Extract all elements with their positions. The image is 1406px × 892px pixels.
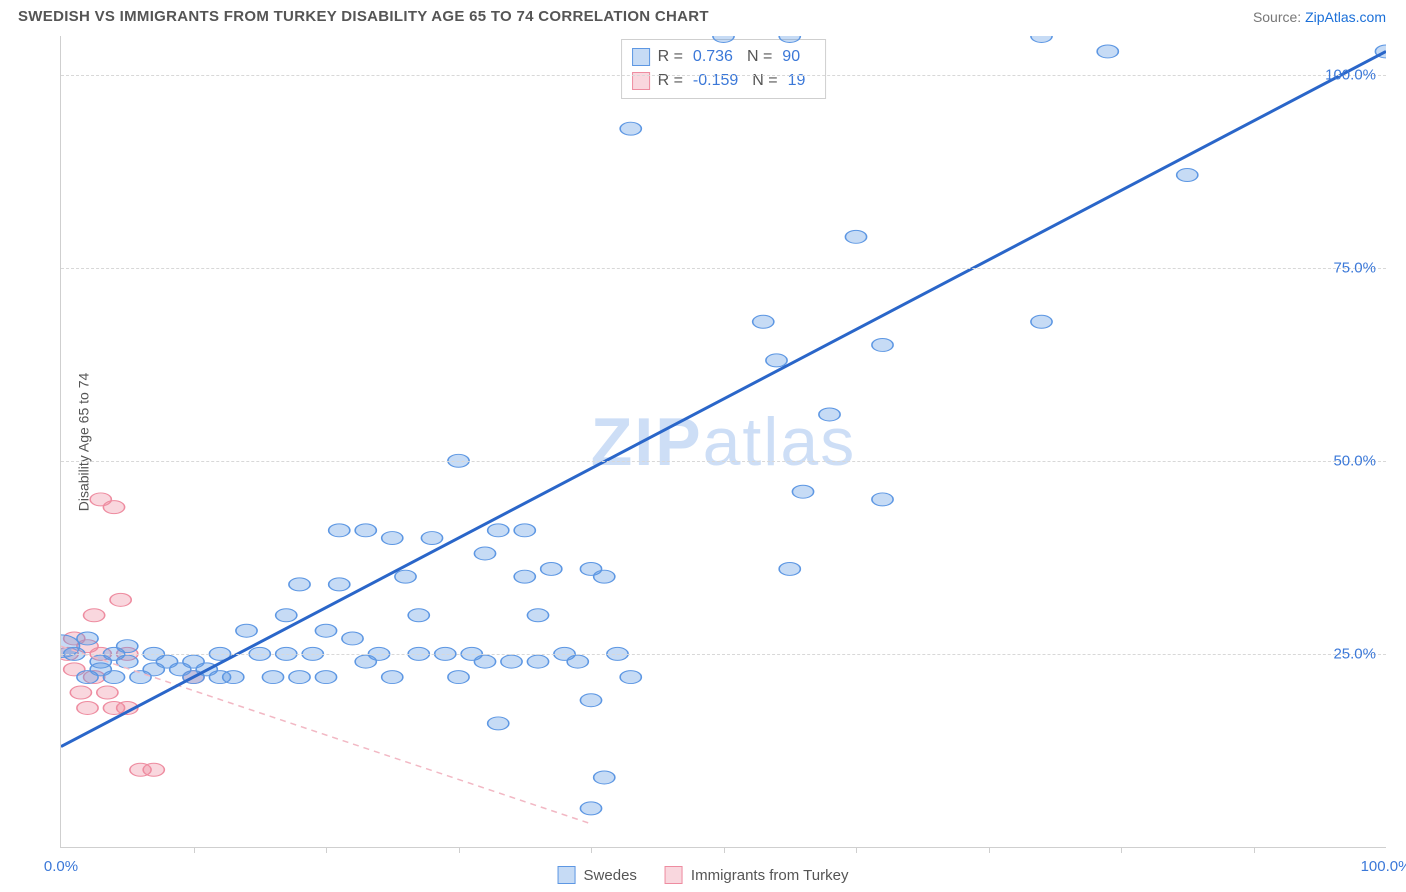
swedes-point [276, 609, 297, 622]
y-tick-label: 50.0% [1333, 452, 1376, 469]
swedes-point [713, 36, 734, 42]
swedes-point [289, 578, 310, 591]
gridline [61, 461, 1386, 462]
swedes-point [77, 632, 98, 645]
swedes-point [1031, 36, 1052, 42]
legend-label: Immigrants from Turkey [691, 867, 849, 884]
x-tick-mark [194, 847, 195, 853]
turkey-point [77, 701, 98, 714]
turkey-point [97, 686, 118, 699]
swedes-point [594, 570, 615, 583]
swedes-point [329, 524, 350, 537]
gridline [61, 268, 1386, 269]
swedes-point [408, 609, 429, 622]
swedes-point [527, 655, 548, 668]
scatter-plot: ZIPatlas R =0.736N =90R =-0.159N =19 25.… [60, 36, 1386, 848]
swedes-point [355, 524, 376, 537]
series-legend: Swedes Immigrants from Turkey [558, 866, 849, 884]
swedes-point [117, 655, 138, 668]
swedes-point [117, 640, 138, 653]
swedes-point [872, 338, 893, 351]
legend-item: Immigrants from Turkey [665, 866, 849, 884]
turkey-point [84, 609, 105, 622]
x-tick-mark [459, 847, 460, 853]
x-tick-label: 100.0% [1361, 858, 1406, 875]
swedes-point [488, 717, 509, 730]
plot-svg [61, 36, 1386, 847]
turkey-point [110, 593, 131, 606]
gridline [61, 75, 1386, 76]
y-tick-label: 25.0% [1333, 645, 1376, 662]
swedes-point [792, 485, 813, 498]
swedes-point [567, 655, 588, 668]
swedes-point [620, 122, 641, 135]
swedes-point [474, 547, 495, 560]
swedes-point [315, 671, 336, 684]
swedes-point [580, 802, 601, 815]
swedes-point [845, 230, 866, 243]
gridline [61, 654, 1386, 655]
source-attribution: Source: ZipAtlas.com [1253, 9, 1386, 25]
swedes-point [382, 532, 403, 545]
swedes-point [594, 771, 615, 784]
swedes-point [541, 562, 562, 575]
turkey-point [70, 686, 91, 699]
swedes-point [501, 655, 522, 668]
swedes-point [779, 562, 800, 575]
legend-swatch [665, 866, 683, 884]
swedes-point [315, 624, 336, 637]
swedes-point [753, 315, 774, 328]
swedes-point [580, 694, 601, 707]
swedes-point [223, 671, 244, 684]
swedes-point [103, 671, 124, 684]
x-tick-mark [591, 847, 592, 853]
swedes-point [382, 671, 403, 684]
swedes-point [289, 671, 310, 684]
turkey-point [143, 763, 164, 776]
x-tick-mark [989, 847, 990, 853]
swedes-point [329, 578, 350, 591]
swedes-point [766, 354, 787, 367]
swedes-point [1177, 169, 1198, 182]
legend-item: Swedes [558, 866, 637, 884]
swedes-point [1031, 315, 1052, 328]
swedes-point [421, 532, 442, 545]
swedes-point [262, 671, 283, 684]
swedes-point [514, 524, 535, 537]
y-tick-label: 75.0% [1333, 259, 1376, 276]
swedes-point [448, 671, 469, 684]
swedes-point [488, 524, 509, 537]
y-tick-label: 100.0% [1325, 66, 1376, 83]
swedes-point [872, 493, 893, 506]
x-tick-label: 0.0% [44, 858, 78, 875]
swedes-point [620, 671, 641, 684]
source-prefix: Source: [1253, 9, 1305, 25]
turkey-point [103, 501, 124, 514]
x-tick-mark [724, 847, 725, 853]
x-tick-mark [1254, 847, 1255, 853]
chart-title: SWEDISH VS IMMIGRANTS FROM TURKEY DISABI… [18, 8, 709, 25]
swedes-point [342, 632, 363, 645]
swedes-trendline [61, 51, 1386, 746]
swedes-point [236, 624, 257, 637]
swedes-point [819, 408, 840, 421]
x-tick-mark [326, 847, 327, 853]
legend-label: Swedes [584, 867, 637, 884]
x-tick-mark [1121, 847, 1122, 853]
swedes-point [395, 570, 416, 583]
swedes-point [1097, 45, 1118, 58]
chart-area: Disability Age 65 to 74 ZIPatlas R =0.73… [18, 36, 1386, 848]
swedes-point [514, 570, 535, 583]
x-tick-mark [856, 847, 857, 853]
legend-swatch [558, 866, 576, 884]
swedes-point [779, 36, 800, 42]
swedes-point [474, 655, 495, 668]
swedes-point [527, 609, 548, 622]
source-link[interactable]: ZipAtlas.com [1305, 9, 1386, 25]
